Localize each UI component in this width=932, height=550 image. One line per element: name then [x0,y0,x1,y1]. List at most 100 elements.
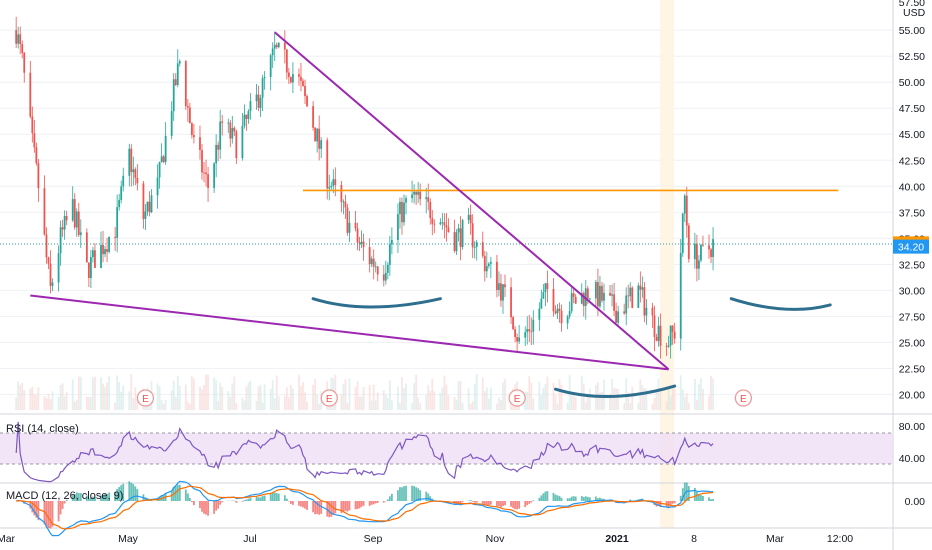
volume-bar [51,391,54,410]
volume-bar [344,379,347,410]
macd-histogram-bar [712,499,714,501]
macd-histogram-bar [108,492,110,501]
volume-bar [354,387,357,410]
volume-bar [255,400,258,410]
volume-bars [15,374,714,410]
candle-body [283,42,286,50]
volume-bar [85,396,88,410]
macd-histogram-bar [487,501,490,506]
macd-histogram-bar [255,496,258,501]
macd-histogram-bar [471,501,474,502]
volume-bar [693,378,696,410]
macd-histogram-bar [344,501,347,511]
earnings-marker [734,389,753,407]
candle-body [73,199,76,228]
candle-body [332,179,335,186]
candle-body [156,177,159,196]
volume-bar [92,377,94,410]
candle-body [532,319,535,332]
macd-histogram-bar [330,501,333,517]
time-axis[interactable]: Mar May Jul Sep Nov 2021 8 Mar 12:00 [0,533,853,545]
candle-body [546,283,549,290]
volume-bar [631,386,634,410]
macd-histogram-bar [556,495,559,501]
volume-bar [431,378,434,410]
macd-histogram-bar [473,501,476,503]
volume-bar [469,403,472,410]
macd-histogram-bar [546,491,549,501]
macd-histogram-bar [261,496,264,501]
candle-body [651,307,654,316]
candle-body [540,298,543,309]
candle-body [504,284,506,288]
volume-bar [698,384,700,410]
volume-bar [199,386,201,410]
candle-body [241,126,244,159]
macd-histogram-bar [586,496,589,501]
candle-body [433,223,436,225]
volume-bar [483,391,486,410]
macd-histogram-bar [201,501,203,512]
macd-histogram-bar [257,497,260,501]
trend-drawings[interactable] [30,31,839,398]
candle-body [631,287,634,308]
macd-histogram-bar [512,501,514,509]
candle-body [425,197,428,200]
price-axis[interactable]: 55.00 52.50 50.00 47.50 45.00 42.50 40.00 37.50… [899,0,925,401]
candle-body [334,179,337,186]
volume-bar [193,378,195,410]
arc-drawing [729,297,832,311]
macd-histogram-bar [683,482,686,501]
candle-body [136,177,139,184]
macd-histogram-bar [100,495,102,501]
macd-histogram-bar [401,487,403,501]
candle-body [176,63,179,85]
price-tick-label: 42.50 [899,155,925,167]
volume-bar [219,382,222,410]
volume-bar [108,376,110,410]
time-tick-label: 2021 [605,533,629,545]
candle-body [217,144,220,150]
candle-body [59,227,62,254]
candle-body [637,285,640,308]
macd-histogram-bar [263,495,266,501]
volume-bar [298,375,300,410]
volume-bar [59,384,62,410]
time-tick-label: Mar [766,533,785,545]
volume-bar [657,378,660,410]
volume-bar [397,386,399,410]
macd-histogram-bar [415,487,418,501]
volume-bar [247,382,250,410]
earnings-marker-label: E [514,394,521,405]
macd-histogram-bar [285,498,288,501]
macd-histogram-bar [102,495,104,501]
candle-body [372,258,375,267]
macd-histogram-bar [372,501,375,505]
volume-bar [401,377,403,410]
macd-histogram-bar [37,501,40,521]
candle-body [467,214,470,221]
candle-body [554,311,557,314]
macd-histogram-bar [61,501,64,509]
macd-histogram-bar [283,495,286,501]
volume-bar [582,383,585,410]
candle-body [419,191,422,200]
macd-histogram-bar [376,501,379,503]
candle-body [457,228,460,233]
volume-bar [683,396,686,410]
volume-bar [390,400,393,410]
volume-bar [47,393,50,410]
candle-body [233,127,236,132]
volume-bar [627,392,630,410]
candle-body [249,101,252,112]
candle-body [572,293,575,297]
candle-body [538,308,541,320]
volume-bar [489,387,492,410]
volume-bar [277,396,280,410]
candle-body [586,288,589,299]
macd-histogram-bar [693,487,696,501]
macd-histogram-bar [580,496,583,501]
candle-body [87,262,90,279]
